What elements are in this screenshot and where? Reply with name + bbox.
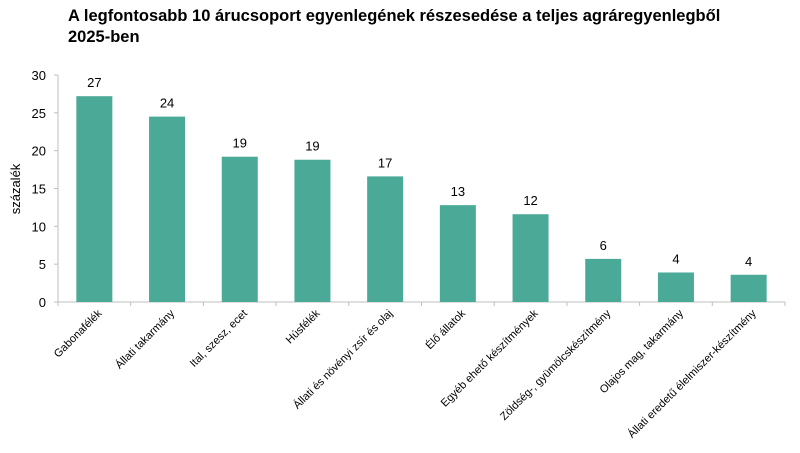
bar	[221, 156, 258, 302]
x-tick-label: Állati takarmány	[113, 307, 178, 372]
bar	[76, 96, 113, 302]
chart-title-line1: A legfontosabb 10 árucsoport egyenlegéne…	[68, 7, 721, 25]
data-label: 24	[160, 96, 174, 111]
y-tick-label: 5	[39, 257, 46, 272]
data-label: 4	[745, 254, 752, 269]
bar	[730, 274, 767, 302]
data-label: 27	[87, 75, 101, 90]
y-tick-label: 30	[32, 68, 46, 83]
data-label: 4	[672, 251, 679, 266]
chart-title: A legfontosabb 10 árucsoport egyenlegéne…	[68, 6, 788, 48]
bar	[657, 272, 694, 302]
y-tick-label: 15	[32, 182, 46, 197]
bar	[149, 116, 186, 302]
y-tick-label: 25	[32, 106, 46, 121]
data-label: 12	[523, 193, 537, 208]
y-axis-label: százalék	[8, 163, 23, 214]
x-tick-label: Ital, szesz, ecet	[188, 308, 250, 370]
y-tick-label: 20	[32, 144, 46, 159]
x-tick-label: Húsfélék	[284, 307, 323, 346]
x-tick-label: Olajos mag, takarmány	[598, 307, 687, 396]
chart-title-line2: 2025-ben	[68, 28, 140, 46]
x-tick-label: Gabonafélék	[52, 307, 105, 360]
x-tick-label: Élő állatok	[423, 307, 468, 352]
data-label: 17	[378, 155, 392, 170]
y-tick-label: 10	[32, 219, 46, 234]
y-tick-label: 0	[39, 295, 46, 310]
bar	[585, 258, 622, 302]
data-label: 19	[233, 136, 247, 151]
bar	[367, 176, 404, 302]
data-label: 13	[451, 184, 465, 199]
x-tick-label: Állati eredetű élelmiszer-készítmény	[625, 307, 759, 441]
data-label: 19	[305, 139, 319, 154]
bar	[439, 205, 476, 302]
bar	[512, 214, 549, 302]
data-label: 6	[600, 238, 607, 253]
bar	[294, 159, 331, 302]
